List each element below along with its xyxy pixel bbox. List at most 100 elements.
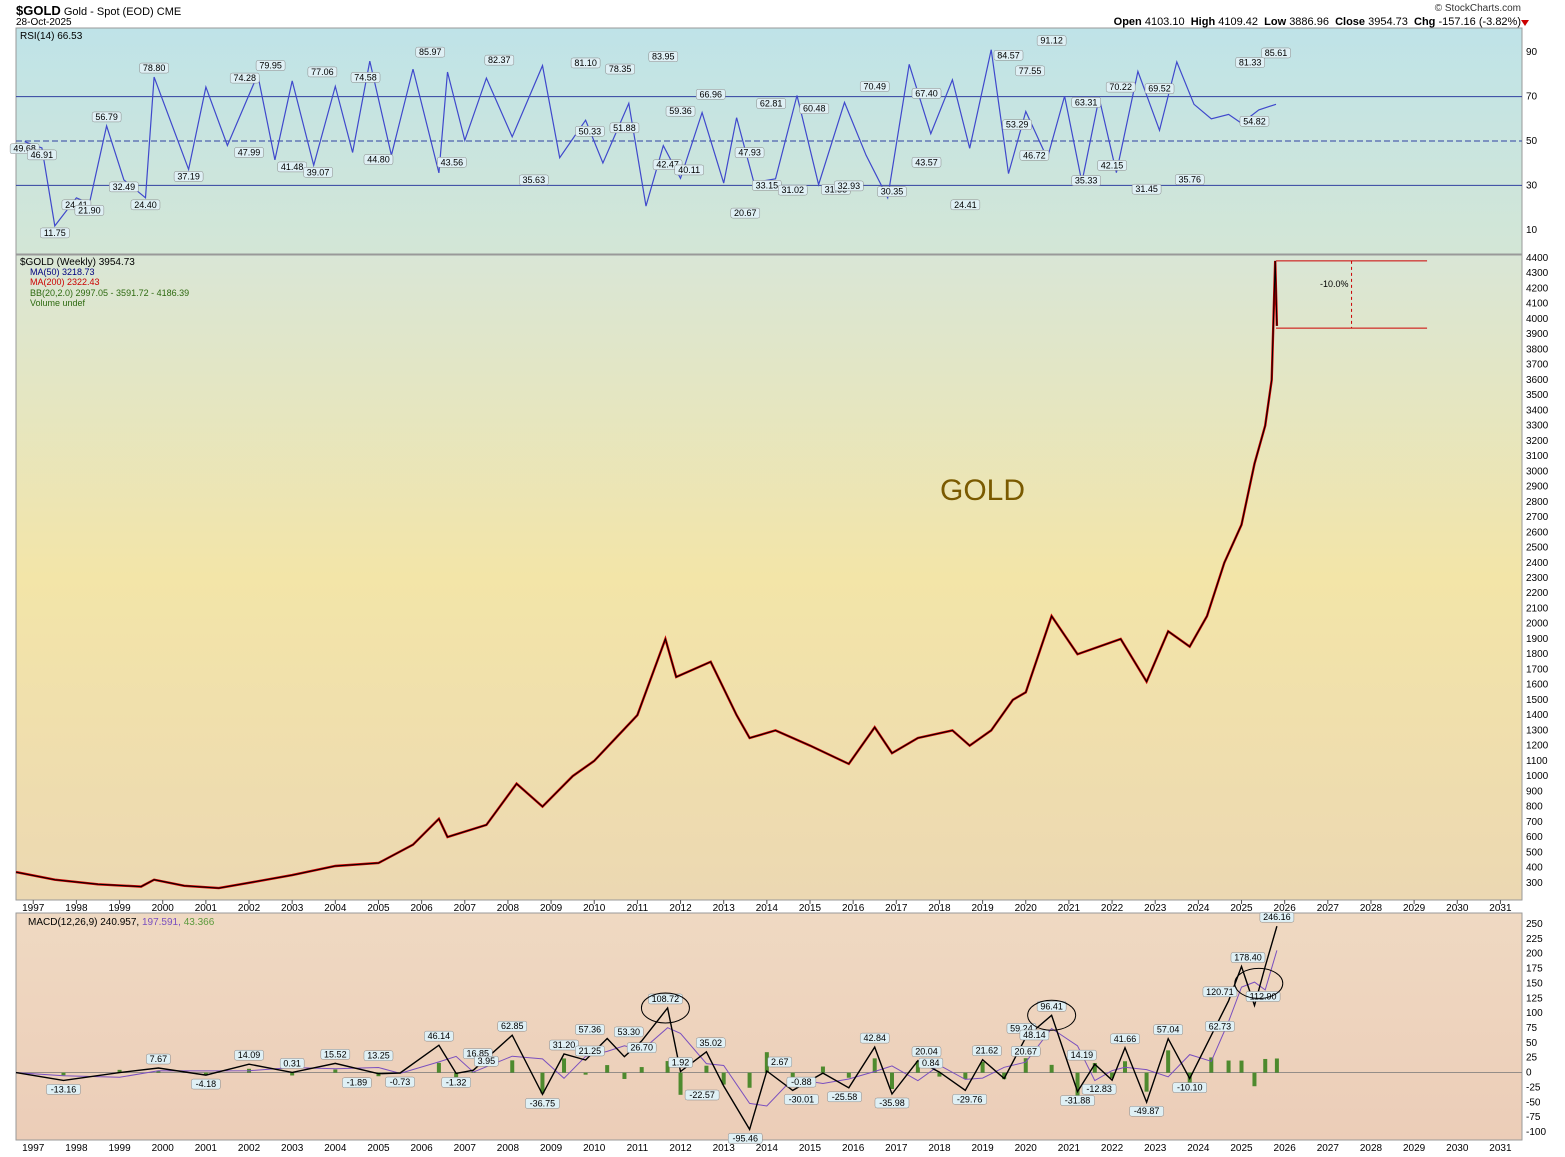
price-xtick: 2009 xyxy=(540,903,563,914)
macd-peak-label: 31.20 xyxy=(553,1040,576,1050)
rsi-peak-box xyxy=(911,88,942,99)
rsi-peak-box xyxy=(570,57,601,69)
rsi-peak-label: 31.45 xyxy=(1135,184,1158,194)
macd-xtick: 2019 xyxy=(971,1143,994,1154)
bb-legend: BB(20,2.0) 2997.05 - 3591.72 - 4186.39 xyxy=(30,288,189,298)
price-ytick: 2400 xyxy=(1526,558,1549,569)
macd-peak-box xyxy=(684,1089,720,1101)
price-ytick: 4100 xyxy=(1526,299,1549,310)
macd-hist-bar xyxy=(980,1061,985,1073)
macd-hist-bar xyxy=(510,1060,515,1073)
rsi-peak-box xyxy=(1002,119,1032,130)
low-label: Low xyxy=(1264,16,1287,28)
rsi-peak-box xyxy=(1015,65,1045,77)
macd-peak-label: 21.25 xyxy=(579,1046,602,1056)
price-ytick: 800 xyxy=(1526,802,1543,813)
price-ytick: 2600 xyxy=(1526,527,1549,538)
price-xtick: 2029 xyxy=(1403,903,1426,914)
chart-date: 28-Oct-2025 xyxy=(16,17,72,28)
rsi-peak-label: 66.96 xyxy=(699,89,722,99)
macd-peak-box xyxy=(497,1020,527,1032)
macd-peak-box xyxy=(1129,1105,1164,1117)
rsi-peak-box xyxy=(74,205,105,216)
macd-peak-box xyxy=(424,1030,454,1042)
macd-xtick: 2026 xyxy=(1274,1143,1297,1154)
macd-xtick: 2030 xyxy=(1446,1143,1469,1154)
rsi-peak-box xyxy=(674,164,704,176)
macd-peak-box xyxy=(441,1077,471,1088)
rsi-peak-label: 32.49 xyxy=(113,182,136,192)
rsi-line xyxy=(24,49,1277,228)
macd-xtick: 2028 xyxy=(1360,1143,1383,1154)
rsi-peak-label: 21.90 xyxy=(78,205,101,215)
macd-peak-label: -4.18 xyxy=(196,1079,217,1089)
price-xtick: 2015 xyxy=(799,903,822,914)
price-xtick: 1997 xyxy=(22,903,45,914)
rsi-peak-label: 63.31 xyxy=(1075,97,1098,107)
price-ytick: 3100 xyxy=(1526,451,1549,462)
close-value: 3954.73 xyxy=(1368,16,1408,28)
macd-xtick: 2008 xyxy=(497,1143,520,1154)
macd-peak-label: 41.66 xyxy=(1114,1034,1137,1044)
price-ytick: 3400 xyxy=(1526,405,1549,416)
rsi-peak-label: 43.56 xyxy=(441,157,464,167)
macd-peak-label: -22.57 xyxy=(689,1090,715,1100)
price-ytick: 1800 xyxy=(1526,649,1549,660)
macd-ytick: 50 xyxy=(1526,1038,1538,1049)
price-xtick: 2019 xyxy=(971,903,994,914)
price-ytick: 2200 xyxy=(1526,588,1549,599)
rsi-peak-box xyxy=(519,174,549,186)
price-xtick: 2004 xyxy=(324,903,347,914)
price-ytick: 1700 xyxy=(1526,664,1549,675)
macd-hist-bar xyxy=(721,1072,726,1085)
rsi-peak-box xyxy=(756,98,786,109)
macd-ytick: -50 xyxy=(1526,1097,1541,1108)
price-ytick: 1900 xyxy=(1526,634,1549,645)
price-ytick: 1300 xyxy=(1526,725,1549,736)
macd-hist-bar xyxy=(622,1072,627,1079)
price-ytick: 1100 xyxy=(1526,756,1548,767)
rsi-peak-box xyxy=(27,149,57,161)
price-ytick: 2700 xyxy=(1526,512,1549,523)
rsi-peak-label: 32.93 xyxy=(838,181,861,191)
macd-xtick: 2027 xyxy=(1317,1143,1340,1154)
rsi-peak-label: 42.47 xyxy=(656,160,679,170)
macd-hist-bar xyxy=(1239,1060,1244,1073)
price-ytick: 2100 xyxy=(1526,603,1549,614)
rsi-peak-box xyxy=(363,154,394,165)
macd-xtick: 2018 xyxy=(928,1143,951,1154)
rsi-ytick: 90 xyxy=(1526,47,1538,58)
rsi-peak-box xyxy=(1174,174,1205,185)
brand-link[interactable]: © StockCharts.com xyxy=(1434,3,1521,14)
rsi-peak-box xyxy=(1261,47,1291,59)
rsi-peak-box xyxy=(648,51,679,62)
rsi-peak-box xyxy=(911,157,942,168)
macd-peak-label: 112.90 xyxy=(1250,991,1277,1001)
macd-peak-label: 46.14 xyxy=(428,1031,451,1041)
macd-peak-box xyxy=(1172,1082,1207,1093)
price-panel xyxy=(15,254,1523,901)
rsi-peak-label: 69.52 xyxy=(1148,84,1171,94)
price-xtick: 2016 xyxy=(842,903,865,914)
macd-peak-box xyxy=(626,1042,657,1053)
price-ytick: 3300 xyxy=(1526,421,1549,432)
macd-hist-bar xyxy=(1075,1072,1080,1100)
rsi-peak-label: 67.40 xyxy=(915,88,938,98)
macd-peak-label: 108.72 xyxy=(652,994,680,1004)
macd-hist-bar xyxy=(436,1062,441,1073)
rsi-peak-label: 24.41 xyxy=(954,200,977,210)
macd-hist-bar xyxy=(820,1066,825,1073)
macd-hist-bar xyxy=(540,1072,545,1094)
macd-hist-bar xyxy=(203,1072,208,1076)
macd-peak-box xyxy=(1036,1001,1067,1012)
macd-legend-signal: 197.591, xyxy=(142,917,181,928)
macd-peak-box xyxy=(1019,1029,1050,1041)
open-value: 4103.10 xyxy=(1144,16,1185,28)
rsi-peak-box xyxy=(1019,150,1050,161)
macd-legend-value: 240.957, xyxy=(100,917,139,928)
macd-xtick: 2021 xyxy=(1058,1143,1081,1154)
macd-peak-box xyxy=(1259,911,1295,923)
open-label: Open xyxy=(1113,16,1142,28)
macd-peak-label: 178.40 xyxy=(1234,953,1262,963)
price-xtick: 2002 xyxy=(238,903,261,914)
